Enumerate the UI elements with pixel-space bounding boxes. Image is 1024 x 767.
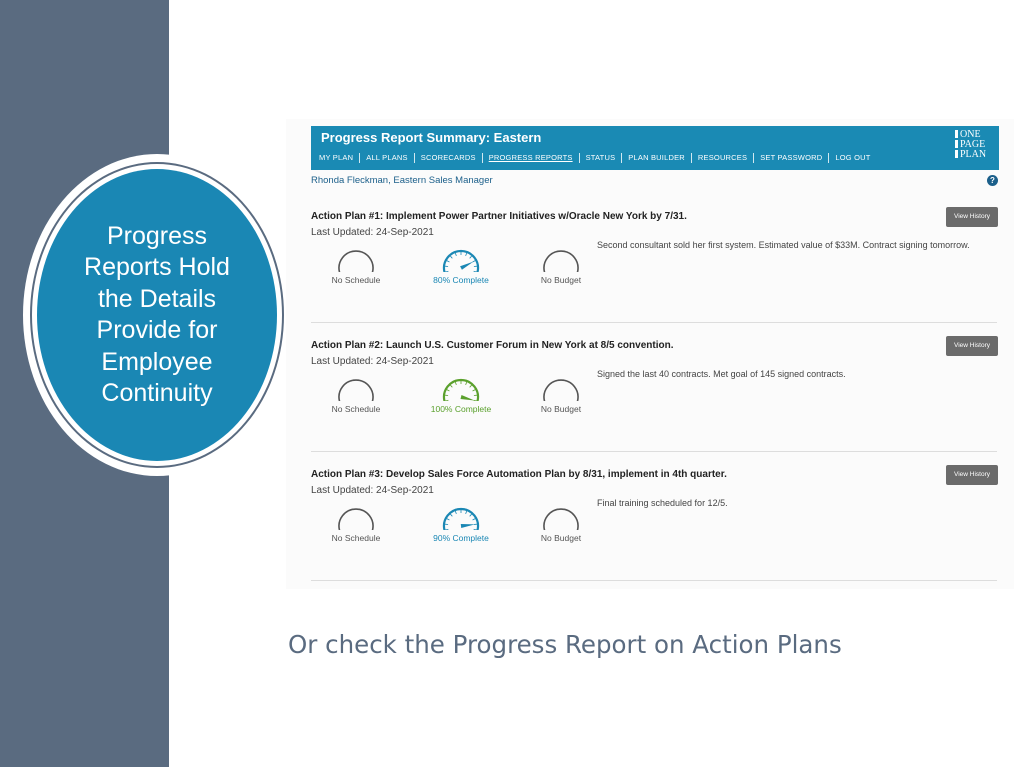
app-header: Progress Report Summary: Eastern MY PLAN… — [311, 126, 999, 170]
gauge-arc — [338, 508, 374, 530]
nav-item-status[interactable]: STATUS — [578, 153, 622, 163]
gauge-tick — [446, 389, 450, 392]
gauge-label: No Budget — [540, 404, 582, 414]
callout-text: Progress Reports Hold the Details Provid… — [84, 221, 230, 408]
main-nav: MY PLAN ALL PLANS SCORECARDS PROGRESS REPOR… — [319, 153, 877, 163]
gauge-needle — [460, 395, 475, 401]
user-name: Rhonda Fleckman, Eastern Sales Manager — [311, 175, 493, 186]
callout-circle: Progress Reports Hold the Details Provid… — [37, 169, 277, 461]
gauge-label: 100% Complete — [430, 404, 492, 414]
gauge-tick — [450, 513, 453, 517]
help-icon[interactable]: ? — [987, 175, 998, 186]
gauge-label: 80% Complete — [433, 275, 489, 285]
plan-status-note: Second consultant sold her first system.… — [597, 240, 970, 250]
gauge-arc — [442, 249, 480, 272]
gauge-label: No Schedule — [331, 275, 381, 285]
screenshot-panel: Progress Report Summary: Eastern MY PLAN… — [286, 119, 1014, 589]
plan-divider — [311, 451, 997, 452]
gauge-tick — [472, 518, 476, 521]
plan-last-updated: Last Updated: 24-Sep-2021 — [311, 356, 434, 367]
gauge-label: No Budget — [540, 275, 582, 285]
gauge-arc — [338, 379, 374, 401]
schedule-gauge: No Schedule — [311, 244, 401, 296]
completion-gauge: 100% Complete — [416, 373, 506, 425]
plan-last-updated: Last Updated: 24-Sep-2021 — [311, 227, 434, 238]
nav-item-log-out[interactable]: LOG OUT — [828, 153, 876, 163]
gauge-tick — [473, 270, 477, 272]
gauge-label: 90% Complete — [433, 533, 489, 543]
gauge-tick — [454, 510, 457, 514]
gauge-tick — [446, 518, 450, 521]
gauge-tick — [450, 255, 453, 259]
plan-status-note: Final training scheduled for 12/5. — [597, 498, 728, 508]
page-title: Progress Report Summary: Eastern — [321, 130, 542, 145]
logo-line-2: PAGE — [955, 140, 993, 150]
plan-status-note: Signed the last 40 contracts. Met goal o… — [597, 369, 846, 379]
one-page-plan-logo: ONE PAGE PLAN — [955, 130, 993, 160]
gauge-needle — [460, 524, 475, 528]
gauge-arc — [543, 508, 579, 530]
gauge-arc — [338, 250, 374, 272]
slide-caption: Or check the Progress Report on Action P… — [288, 630, 842, 659]
gauge-label: No Schedule — [331, 533, 381, 543]
gauge-tick — [465, 381, 468, 385]
gauge-label: No Budget — [540, 533, 582, 543]
logo-bar-icon — [955, 130, 958, 138]
plan-divider — [311, 580, 997, 581]
gauge-arc — [442, 507, 480, 530]
gauge-tick — [454, 252, 457, 256]
plan-divider — [311, 322, 997, 323]
action-plan-1: Action Plan #1: Implement Power Partner … — [311, 207, 998, 327]
nav-item-set-password[interactable]: SET PASSWORD — [753, 153, 828, 163]
nav-item-my-plan[interactable]: MY PLAN — [319, 153, 354, 162]
gauge-tick — [445, 528, 449, 530]
nav-item-progress-reports[interactable]: PROGRESS REPORTS — [481, 153, 579, 163]
completion-gauge: 80% Complete — [416, 244, 506, 296]
gauge-tick — [469, 513, 472, 517]
gauge-tick — [445, 399, 449, 401]
gauge-tick — [445, 270, 449, 272]
gauge-arc — [543, 250, 579, 272]
plan-title: Action Plan #3: Develop Sales Force Auto… — [311, 469, 727, 480]
nav-item-all-plans[interactable]: ALL PLANS — [359, 153, 414, 163]
budget-gauge: No Budget — [516, 502, 606, 554]
gauge-tick — [469, 384, 472, 388]
callout-inner-ring — [30, 162, 284, 468]
action-plan-2: Action Plan #2: Launch U.S. Customer For… — [311, 336, 998, 456]
logo-bar-icon — [955, 140, 958, 148]
schedule-gauge: No Schedule — [311, 373, 401, 425]
nav-item-resources[interactable]: RESOURCES — [690, 153, 753, 163]
logo-line-1: ONE — [955, 130, 993, 140]
view-history-button[interactable]: View History — [946, 207, 998, 227]
action-plan-3: Action Plan #3: Develop Sales Force Auto… — [311, 465, 998, 585]
nav-item-plan-builder[interactable]: PLAN BUILDER — [621, 153, 691, 163]
view-history-button[interactable]: View History — [946, 336, 998, 356]
plan-title: Action Plan #2: Launch U.S. Customer For… — [311, 340, 674, 351]
logo-line-3: PLAN — [955, 150, 993, 160]
gauge-tick — [465, 510, 468, 514]
view-history-button[interactable]: View History — [946, 465, 998, 485]
gauge-tick — [469, 255, 472, 259]
gauge-arc — [543, 379, 579, 401]
completion-gauge: 90% Complete — [416, 502, 506, 554]
budget-gauge: No Budget — [516, 373, 606, 425]
plan-title: Action Plan #1: Implement Power Partner … — [311, 211, 687, 222]
gauge-tick — [450, 384, 453, 388]
logo-bar-icon — [955, 150, 958, 158]
gauge-tick — [446, 260, 450, 263]
schedule-gauge: No Schedule — [311, 502, 401, 554]
gauge-tick — [465, 252, 468, 256]
gauge-needle — [460, 261, 474, 270]
gauge-tick — [473, 528, 477, 530]
budget-gauge: No Budget — [516, 244, 606, 296]
gauge-label: No Schedule — [331, 404, 381, 414]
nav-item-scorecards[interactable]: SCORECARDS — [413, 153, 482, 163]
gauge-arc — [442, 378, 480, 401]
plan-last-updated: Last Updated: 24-Sep-2021 — [311, 485, 434, 496]
gauge-tick — [472, 389, 476, 392]
gauge-tick — [454, 381, 457, 385]
